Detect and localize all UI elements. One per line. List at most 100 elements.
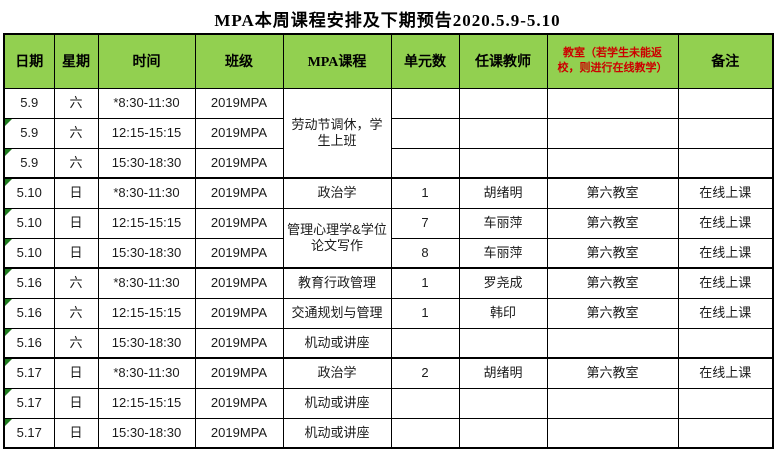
- cell-class: 2019MPA: [194, 177, 284, 209]
- cell-weekday: 六: [53, 117, 99, 149]
- cell-course: 机动或讲座: [282, 417, 392, 449]
- cell-room: [546, 327, 679, 359]
- cell-weekday: 日: [53, 387, 99, 419]
- cell-teacher: 车丽萍: [458, 237, 548, 269]
- cell-teacher: 胡绪明: [458, 177, 548, 209]
- table-row: 5.9 六 *8:30-11:30 2019MPA 劳动节调休，学生上班: [3, 87, 774, 179]
- cell-remark: [677, 117, 774, 149]
- cell-class: 2019MPA: [194, 237, 284, 269]
- cell-error-triangle-icon: [5, 419, 12, 426]
- cell-time: 15:30-18:30: [97, 417, 196, 449]
- cell-time: 12:15-15:15: [97, 117, 196, 149]
- cell-time: 15:30-18:30: [97, 237, 196, 269]
- cell-remark: [677, 387, 774, 419]
- cell-time: *8:30-11:30: [97, 177, 196, 209]
- table-row: 5.16 六 12:15-15:15 2019MPA 交通规划与管理 1 韩印 第六教室 在线上…: [3, 297, 774, 329]
- cell-remark: [677, 327, 774, 359]
- cell-time: *8:30-11:30: [97, 357, 196, 389]
- cell-weekday: 六: [53, 267, 99, 299]
- table-row: 5.16 六 *8:30-11:30 2019MPA 教育行政管理 1 罗尧成 第六教室 在线上…: [3, 267, 774, 299]
- cell-remark: 在线上课: [677, 207, 774, 239]
- cell-date: 5.17: [3, 357, 55, 389]
- cell-error-triangle-icon: [5, 180, 12, 186]
- cell-room: [546, 117, 679, 149]
- header-course: MPA课程: [282, 33, 392, 89]
- header-units: 单元数: [390, 33, 460, 89]
- cell-room: [546, 417, 679, 449]
- cell-remark: 在线上课: [677, 297, 774, 329]
- cell-date: 5.17: [3, 387, 55, 419]
- cell-time: *8:30-11:30: [97, 267, 196, 299]
- cell-teacher: 车丽萍: [458, 207, 548, 239]
- cell-class: 2019MPA: [194, 357, 284, 389]
- header-row: 日期 星期 时间 班级 MPA课程 单元数 任课教师 教室（若学生未能返校，则进行在线教学）备…: [3, 33, 774, 89]
- cell-course: 机动或讲座: [282, 387, 392, 419]
- cell-class: 2019MPA: [194, 87, 284, 119]
- cell-class: 2019MPA: [194, 417, 284, 449]
- cell-time: 12:15-15:15: [97, 387, 196, 419]
- cell-room: [546, 87, 679, 119]
- cell-units: 2: [390, 357, 460, 389]
- table-row: 5.9 六 12:15-15:15 2019MPA: [3, 117, 774, 149]
- header-teacher: 任课教师: [458, 33, 548, 89]
- cell-course: 政治学: [282, 177, 392, 209]
- cell-weekday: 六: [53, 327, 99, 359]
- cell-teacher: [458, 117, 548, 149]
- cell-weekday: 六: [53, 147, 99, 179]
- cell-date: 5.9: [3, 147, 55, 179]
- header-room-note: 教室（若学生未能返校，则进行在线教学）: [546, 33, 679, 89]
- schedule-table: 日期 星期 时间 班级 MPA课程 单元数 任课教师 教室（若学生未能返校，则进行在线教学）备…: [3, 33, 774, 449]
- cell-class: 2019MPA: [194, 267, 284, 299]
- table-row: 5.17 日 12:15-15:15 2019MPA 机动或讲座: [3, 387, 774, 419]
- cell-teacher: [458, 87, 548, 119]
- cell-room: [546, 147, 679, 179]
- header-weekday: 星期: [53, 33, 99, 89]
- cell-error-triangle-icon: [5, 119, 12, 126]
- cell-date: 5.17: [3, 417, 55, 449]
- cell-time: 12:15-15:15: [97, 297, 196, 329]
- cell-units: 8: [390, 237, 460, 269]
- cell-remark: 在线上课: [677, 357, 774, 389]
- cell-class: 2019MPA: [194, 327, 284, 359]
- table-row: 5.10 日 *8:30-11:30 2019MPA 政治学 1 胡绪明 第六教室 在线上课: [3, 177, 774, 209]
- cell-error-triangle-icon: [5, 270, 12, 276]
- cell-room: [546, 387, 679, 419]
- table-row: 5.10 日 15:30-18:30 2019MPA 8 车丽萍 第六教室 在线上课: [3, 237, 774, 269]
- cell-units: [390, 327, 460, 359]
- cell-date: 5.10: [3, 237, 55, 269]
- cell-remark: [677, 147, 774, 179]
- cell-units: 1: [390, 177, 460, 209]
- cell-units: [390, 387, 460, 419]
- cell-units: 7: [390, 207, 460, 239]
- cell-room: 第六教室: [546, 177, 679, 209]
- cell-time: 15:30-18:30: [97, 327, 196, 359]
- cell-weekday: 日: [53, 237, 99, 269]
- header-time: 时间: [97, 33, 196, 89]
- cell-error-triangle-icon: [5, 149, 12, 156]
- table-row: 5.16 六 15:30-18:30 2019MPA 机动或讲座: [3, 327, 774, 359]
- cell-time: *8:30-11:30: [97, 87, 196, 119]
- table-row: 5.17 日 15:30-18:30 2019MPA 机动或讲座: [3, 417, 774, 449]
- cell-teacher: [458, 387, 548, 419]
- cell-units: [390, 117, 460, 149]
- cell-teacher: 罗尧成: [458, 267, 548, 299]
- cell-weekday: 日: [53, 207, 99, 239]
- cell-remark: [677, 87, 774, 119]
- page-title: MPA本周课程安排及下期预告2020.5.9-5.10: [214, 11, 561, 30]
- cell-course: 教育行政管理: [282, 267, 392, 299]
- cell-course: 交通规划与管理: [282, 297, 392, 329]
- cell-weekday: 六: [53, 297, 99, 329]
- cell-course: 机动或讲座: [282, 327, 392, 359]
- cell-class: 2019MPA: [194, 147, 284, 179]
- cell-error-triangle-icon: [5, 239, 12, 246]
- cell-units: 1: [390, 297, 460, 329]
- cell-weekday: 六: [53, 87, 99, 119]
- cell-date: 5.16: [3, 267, 55, 299]
- header-remark: 备注: [677, 33, 774, 89]
- cell-units: [390, 87, 460, 119]
- table-row: 5.17 日 *8:30-11:30 2019MPA 政治学 2 胡绪明 第六教室 在线上课: [3, 357, 774, 389]
- cell-date: 5.16: [3, 327, 55, 359]
- cell-date: 5.9: [3, 87, 55, 119]
- cell-class: 2019MPA: [194, 297, 284, 329]
- cell-course: 政治学: [282, 357, 392, 389]
